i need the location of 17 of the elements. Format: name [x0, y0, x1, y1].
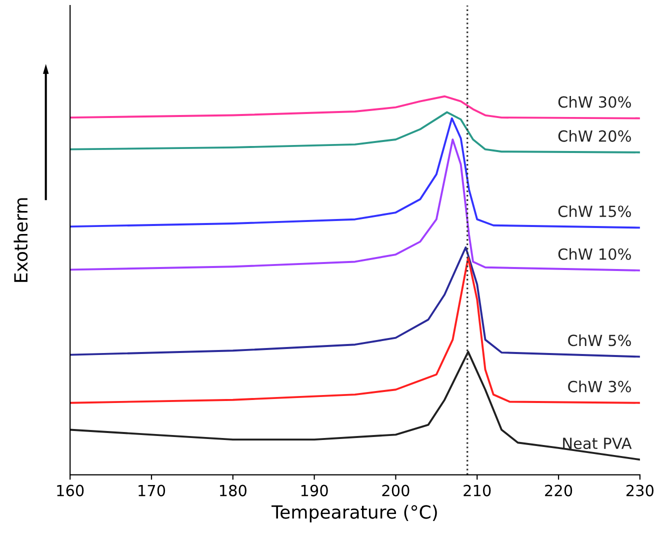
x-tick-label: 210 [464, 484, 491, 496]
x-tick-label: 160 [57, 484, 84, 496]
series-label: ChW 15% [558, 205, 631, 218]
series-label: ChW 3% [568, 380, 631, 392]
x-tick-label: 230 [626, 484, 654, 496]
series-label: Neat PVA [563, 438, 632, 450]
series-label: ChW 5% [568, 334, 631, 346]
series-label: ChW 10% [558, 248, 631, 260]
x-tick-label: 180 [220, 484, 246, 496]
x-axis-title: Tempearature (°C) [272, 504, 437, 522]
x-tick-label: 200 [382, 484, 410, 496]
x-tick-label: 190 [301, 484, 328, 496]
series-label: ChW 20% [558, 130, 631, 142]
y-axis-title: Exotherm [14, 198, 28, 282]
series-label: ChW 30% [558, 96, 631, 108]
x-tick-label: 220 [545, 484, 572, 496]
x-tick-label: 170 [138, 484, 166, 496]
